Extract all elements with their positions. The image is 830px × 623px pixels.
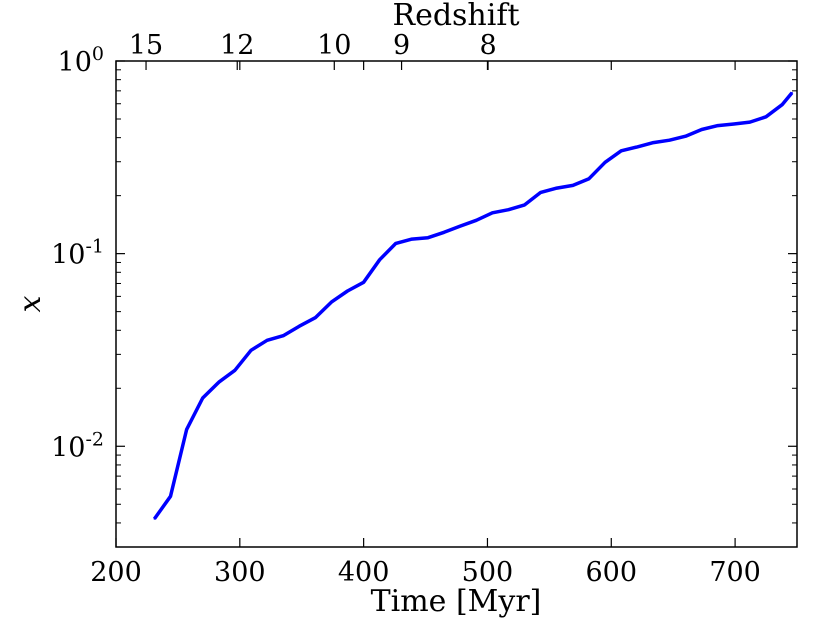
y-tick-exponent: -2	[85, 428, 104, 450]
series-point	[169, 495, 172, 498]
x-tick-label: 700	[709, 557, 761, 588]
series-point	[636, 146, 639, 148]
series-point	[700, 128, 703, 131]
series-point	[378, 258, 381, 261]
series-point	[588, 177, 590, 180]
series-point	[427, 236, 429, 239]
series-point	[475, 219, 478, 222]
x-tick-label: 500	[462, 557, 514, 588]
top-axis-title: Redshift	[392, 0, 519, 33]
series-point	[298, 325, 301, 328]
series-point	[201, 397, 204, 399]
series-point	[749, 121, 751, 123]
top-tick-label: 12	[220, 30, 254, 61]
series-point	[218, 381, 220, 384]
series-point	[234, 369, 236, 372]
series-point	[556, 187, 558, 189]
series-point	[765, 116, 767, 118]
series-point	[572, 184, 574, 187]
series-point	[185, 428, 188, 431]
series-point	[652, 141, 655, 144]
series-point	[459, 225, 462, 227]
series-point	[507, 208, 510, 211]
series-point	[539, 191, 542, 194]
series-point	[250, 349, 252, 352]
y-tick-base: 10	[51, 432, 85, 463]
y-tick-label: 100	[58, 43, 104, 78]
x-tick-label: 400	[338, 557, 390, 588]
series-point	[314, 316, 317, 319]
series-point	[620, 150, 622, 152]
series-line	[152, 91, 794, 520]
series-point	[411, 238, 413, 240]
top-tick-label: 10	[317, 30, 351, 61]
plot-frame	[115, 60, 798, 548]
series-point	[684, 135, 687, 137]
series-point	[781, 103, 783, 106]
series-point	[346, 290, 349, 292]
y-tick-label: 10-2	[51, 428, 104, 463]
y-tick-base: 10	[58, 47, 92, 78]
top-tick-label: 9	[393, 30, 410, 61]
series-point	[282, 334, 285, 337]
x-tick-label: 300	[214, 557, 266, 588]
y-tick-exponent: -1	[85, 236, 104, 258]
series-point	[717, 124, 719, 127]
series-point	[491, 212, 494, 214]
series-point	[362, 281, 365, 284]
series-point	[791, 91, 793, 94]
series-point	[395, 242, 397, 245]
y-tick-base: 10	[51, 240, 85, 271]
y-tick-label: 10-1	[51, 236, 104, 271]
top-tick-label: 15	[129, 30, 163, 61]
series-point	[266, 339, 268, 342]
series-layer	[152, 91, 794, 520]
series-point	[330, 301, 333, 303]
series-point	[604, 161, 606, 164]
top-tick-label: 8	[479, 30, 496, 61]
x-axis-title: Time [Myr]	[371, 584, 542, 619]
series-point	[153, 518, 156, 520]
series-point	[523, 204, 526, 206]
x-tick-label: 600	[585, 557, 637, 588]
series-point	[733, 123, 735, 125]
series-point	[443, 231, 445, 234]
x-tick-label: 200	[90, 557, 142, 588]
y-tick-exponent: 0	[92, 43, 104, 65]
series-point	[668, 139, 671, 141]
y-axis-title: x	[13, 295, 48, 312]
